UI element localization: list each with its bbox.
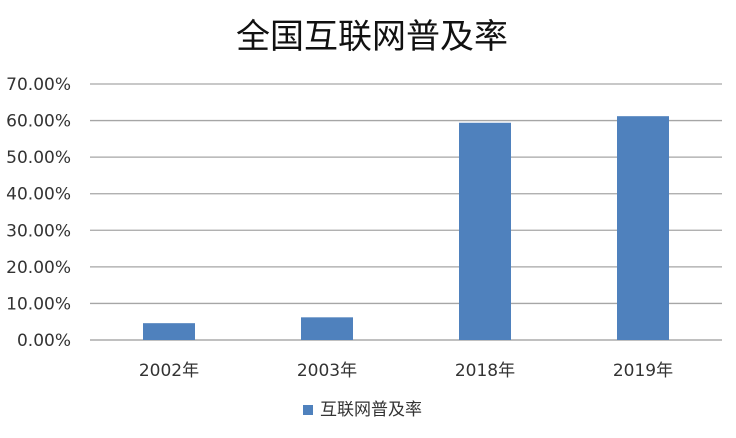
bars (143, 116, 669, 340)
y-tick-label: 40.00% (6, 185, 71, 205)
bar-3 (617, 116, 669, 340)
x-tick-label: 2002年 (139, 361, 199, 381)
bar-1 (301, 317, 353, 340)
y-tick-label: 60.00% (6, 112, 71, 132)
x-tick-label: 2018年 (455, 361, 515, 381)
y-tick-label: 70.00% (6, 75, 71, 95)
x-tick-label: 2003年 (297, 361, 357, 381)
y-tick-label: 20.00% (6, 258, 71, 278)
y-axis: 0.00% 10.00% 20.00% 30.00% 40.00% 50.00% 60.00… (6, 75, 71, 351)
x-axis: 2002年 2003年 2018年 2019年 (139, 361, 673, 381)
bar-2 (459, 122, 511, 340)
legend-label: 互联网普及率 (320, 400, 422, 420)
x-tick-label: 2019年 (613, 361, 673, 381)
bar-0 (143, 323, 195, 340)
y-tick-label: 50.00% (6, 148, 71, 168)
legend: 互联网普及率 (303, 400, 422, 420)
y-tick-label: 30.00% (6, 221, 71, 241)
gridlines (90, 83, 722, 341)
y-tick-label: 10.00% (6, 294, 71, 314)
y-tick-label: 0.00% (17, 331, 71, 351)
chart-title: 全国互联网普及率 (236, 17, 508, 57)
legend-swatch (303, 405, 313, 415)
